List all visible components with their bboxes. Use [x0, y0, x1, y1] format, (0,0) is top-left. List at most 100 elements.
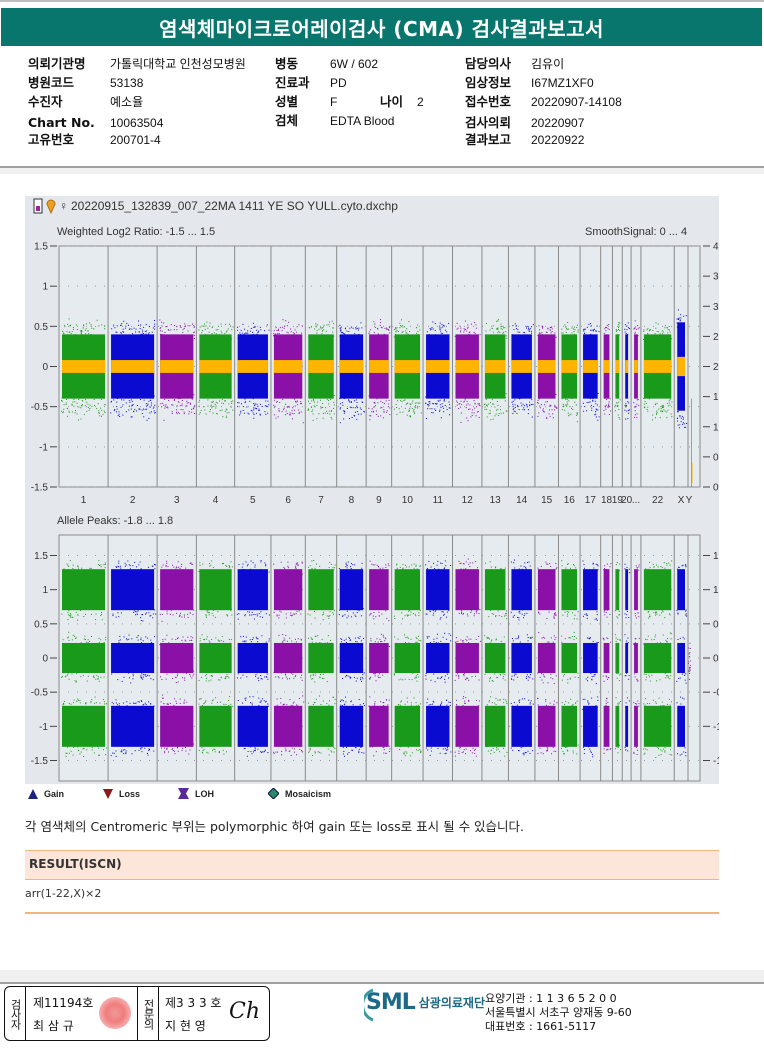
data-point	[312, 647, 314, 649]
data-point	[387, 336, 389, 338]
data-point	[625, 405, 627, 407]
data-point	[242, 334, 244, 336]
data-point	[142, 614, 144, 616]
data-point	[356, 612, 358, 614]
data-point	[280, 702, 282, 704]
data-point	[679, 424, 681, 426]
data-point	[281, 750, 283, 752]
data-point	[71, 404, 73, 406]
data-point	[525, 677, 527, 679]
data-point	[212, 395, 214, 397]
data-point	[465, 336, 467, 338]
data-point	[551, 328, 553, 330]
data-point	[587, 746, 589, 748]
data-point	[298, 412, 300, 414]
data-point	[168, 642, 170, 644]
data-point	[76, 700, 78, 702]
data-point	[521, 568, 523, 570]
data-point	[71, 607, 73, 609]
chromosome-column-4	[198, 560, 234, 755]
data-point	[322, 417, 324, 419]
data-point	[624, 613, 626, 615]
data-point	[417, 402, 419, 404]
data-point	[584, 613, 586, 615]
data-point	[660, 410, 662, 412]
data-point	[98, 411, 100, 413]
data-point	[193, 334, 195, 336]
data-point	[485, 323, 487, 325]
data-point	[502, 332, 504, 334]
data-point	[386, 617, 388, 619]
data-point	[402, 567, 404, 569]
data-point	[467, 403, 469, 405]
data-point	[617, 638, 619, 640]
data-point	[625, 749, 627, 751]
data-point	[182, 329, 184, 331]
data-point	[497, 327, 499, 329]
data-point	[553, 409, 555, 411]
data-point	[268, 638, 270, 640]
data-point	[314, 617, 316, 619]
data-point	[299, 644, 301, 646]
data-point	[683, 638, 685, 640]
data-point	[651, 639, 653, 641]
data-point	[593, 674, 595, 676]
data-point	[491, 680, 493, 682]
data-point	[407, 396, 409, 398]
data-point	[61, 400, 63, 402]
data-point	[283, 637, 285, 639]
data-point	[89, 567, 91, 569]
data-point	[333, 609, 335, 611]
data-point	[625, 403, 627, 405]
data-point	[339, 335, 341, 337]
data-point	[537, 672, 539, 674]
data-point	[436, 569, 438, 571]
data-point	[456, 401, 458, 403]
data-point	[658, 754, 660, 756]
data-point	[440, 332, 442, 334]
data-band	[561, 569, 578, 611]
x-tick-label: 18	[601, 495, 613, 506]
data-point	[301, 679, 303, 681]
data-point	[462, 640, 464, 642]
data-point	[439, 337, 441, 339]
data-point	[85, 338, 87, 340]
data-point	[607, 406, 609, 408]
data-point	[653, 566, 655, 568]
data-point	[564, 642, 566, 644]
data-point	[431, 412, 433, 414]
data-point	[414, 406, 416, 408]
data-point	[678, 566, 680, 568]
data-point	[498, 699, 500, 701]
data-point	[120, 332, 122, 334]
data-point	[319, 642, 321, 644]
data-point	[626, 614, 628, 616]
data-point	[660, 749, 662, 751]
y2-tick-label: 4	[713, 242, 719, 253]
data-point	[470, 323, 472, 325]
data-point	[80, 642, 82, 644]
data-point	[144, 408, 146, 410]
data-point	[89, 408, 91, 410]
data-point	[87, 641, 89, 643]
data-point	[83, 338, 85, 340]
data-point	[522, 617, 524, 619]
data-band	[634, 705, 638, 747]
data-point	[655, 634, 657, 636]
data-point	[198, 703, 200, 705]
data-point	[568, 415, 570, 417]
data-band	[511, 569, 532, 611]
data-point	[607, 676, 609, 678]
data-point	[374, 675, 376, 677]
data-point	[526, 634, 528, 636]
data-point	[685, 609, 687, 611]
data-point	[189, 673, 191, 675]
data-point	[74, 333, 76, 335]
data-point	[445, 752, 447, 754]
data-point	[221, 636, 223, 638]
data-point	[647, 611, 649, 613]
data-point	[473, 615, 475, 617]
data-point	[395, 331, 397, 333]
data-point	[490, 394, 492, 396]
data-point	[164, 397, 166, 399]
